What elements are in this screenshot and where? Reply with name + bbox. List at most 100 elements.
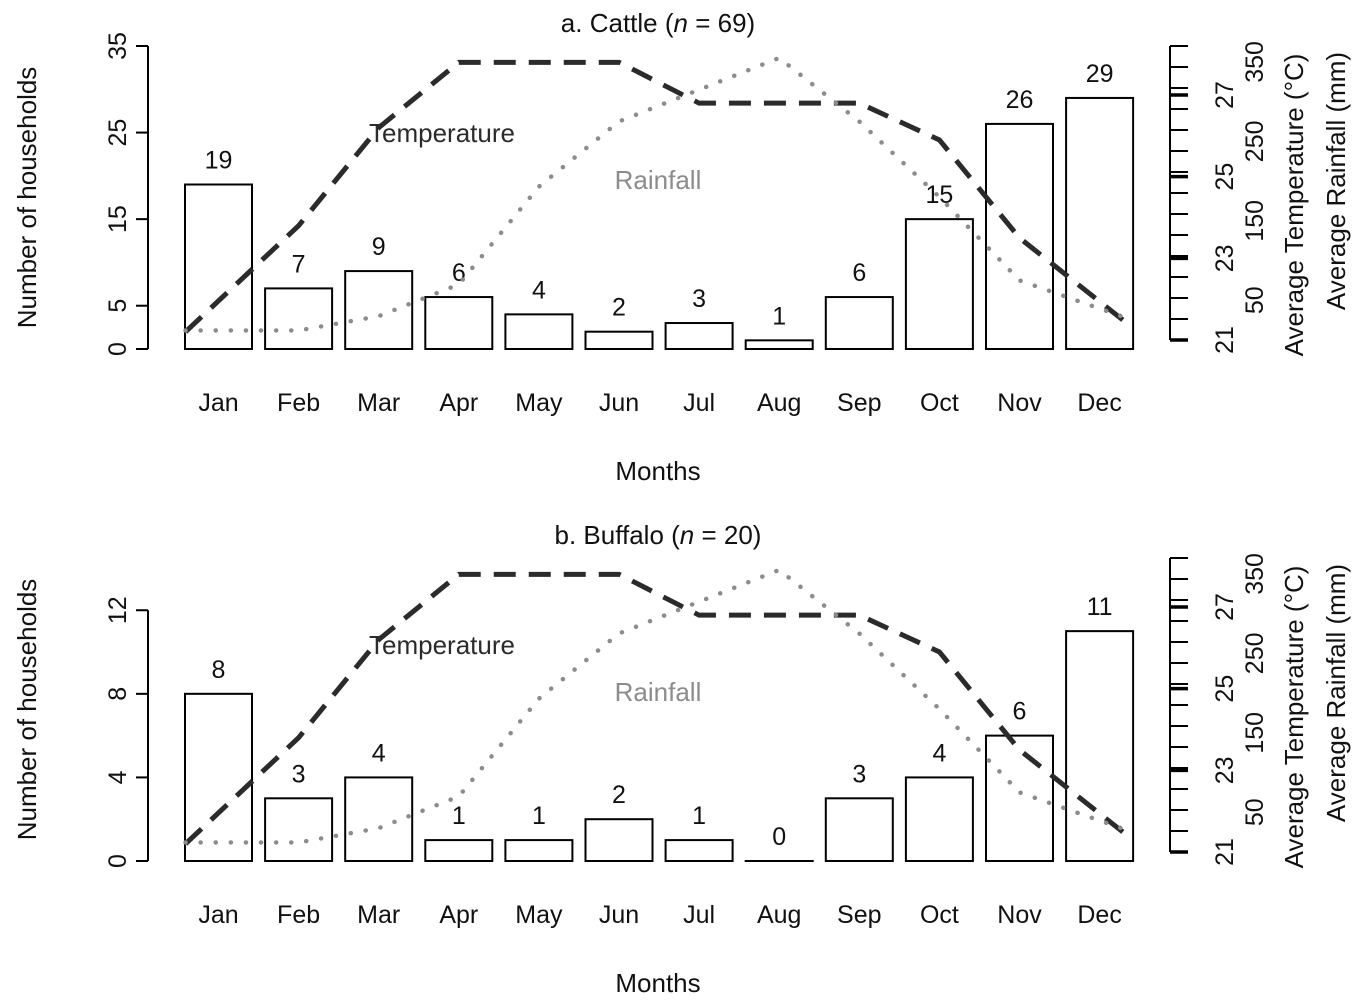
rain-tick-label: 250 — [1241, 120, 1269, 162]
bar-jun — [586, 332, 653, 349]
temperature-axis-label: Average Temperature (°C) — [1279, 566, 1309, 869]
x-tick-label: Mar — [357, 901, 400, 929]
temp-tick-label: 21 — [1211, 326, 1239, 354]
x-axis-label: Months — [615, 456, 700, 486]
x-tick-label: Jan — [198, 389, 238, 417]
x-tick-label: Feb — [277, 389, 320, 417]
x-tick-label: Aug — [757, 901, 801, 929]
temp-tick-label: 27 — [1211, 81, 1239, 109]
x-tick-label: Oct — [920, 901, 959, 929]
bar-data-label: 3 — [692, 285, 706, 313]
x-tick-label: May — [515, 389, 563, 417]
x-tick-label: Jun — [599, 389, 639, 417]
bar-data-label: 26 — [1006, 86, 1034, 114]
bar-data-label: 4 — [932, 739, 946, 767]
temp-tick-label: 27 — [1211, 593, 1239, 621]
bar-data-label: 9 — [372, 233, 386, 261]
temp-tick-label: 23 — [1211, 244, 1239, 272]
temp-tick-label: 25 — [1211, 675, 1239, 703]
bar-aug — [746, 340, 813, 349]
y-tick-label: 8 — [104, 687, 132, 701]
bar-data-label: 6 — [1013, 698, 1027, 726]
bar-apr — [425, 297, 492, 349]
y-tick-label: 0 — [104, 854, 132, 868]
bar-data-label: 19 — [205, 147, 233, 175]
bar-oct — [906, 219, 973, 349]
rain-tick-label: 50 — [1241, 798, 1269, 826]
bar-sep — [826, 297, 893, 349]
bar-sep — [826, 798, 893, 861]
bar-data-label: 1 — [772, 302, 786, 330]
rainfall-label: Rainfall — [615, 165, 702, 195]
bar-data-label: 6 — [452, 259, 466, 287]
rainfall-axis-label: Average Rainfall (mm) — [1321, 564, 1351, 822]
bar-jun — [586, 819, 653, 861]
temp-tick-label: 23 — [1211, 756, 1239, 784]
rain-tick-label: 350 — [1241, 553, 1269, 595]
bar-mar — [345, 271, 412, 349]
rainfall-label: Rainfall — [615, 677, 702, 707]
bar-data-label: 4 — [372, 739, 386, 767]
x-tick-label: Jul — [683, 389, 715, 417]
bar-data-label: 29 — [1086, 60, 1114, 88]
temperature-label: Temperature — [369, 118, 515, 148]
bar-nov — [986, 736, 1053, 861]
x-tick-label: Apr — [439, 901, 478, 929]
bar-jul — [666, 840, 733, 861]
x-tick-label: Sep — [837, 389, 881, 417]
y-tick-label: 35 — [104, 32, 132, 60]
rainfall-axis-label: Average Rainfall (mm) — [1321, 52, 1351, 310]
y-axis-label: Number of households — [12, 579, 42, 841]
bar-oct — [906, 777, 973, 861]
y-tick-label: 15 — [104, 205, 132, 233]
bar-data-label: 8 — [212, 656, 226, 684]
rain-tick-label: 50 — [1241, 286, 1269, 314]
x-tick-label: Jul — [683, 901, 715, 929]
temperature-axis-label: Average Temperature (°C) — [1279, 54, 1309, 357]
x-tick-label: Nov — [997, 901, 1042, 929]
bar-mar — [345, 777, 412, 861]
bar-jul — [666, 323, 733, 349]
x-tick-label: May — [515, 901, 563, 929]
bar-nov — [986, 124, 1053, 349]
x-tick-label: Nov — [997, 389, 1042, 417]
y-axis-label: Number of households — [12, 67, 42, 329]
bar-data-label: 2 — [612, 781, 626, 809]
temp-tick-label: 21 — [1211, 838, 1239, 866]
rain-tick-label: 350 — [1241, 41, 1269, 83]
x-tick-label: Jan — [198, 901, 238, 929]
bar-data-label: 2 — [612, 294, 626, 322]
x-tick-label: Dec — [1077, 901, 1121, 929]
bar-data-label: 11 — [1087, 593, 1113, 621]
bar-data-label: 3 — [292, 760, 306, 788]
x-tick-label: Mar — [357, 389, 400, 417]
bar-data-label: 1 — [532, 802, 546, 830]
bar-data-label: 7 — [292, 250, 306, 278]
rain-tick-label: 250 — [1241, 632, 1269, 674]
y-tick-label: 25 — [104, 119, 132, 147]
bar-dec — [1066, 98, 1133, 349]
rain-tick-label: 150 — [1241, 712, 1269, 754]
y-tick-label: 4 — [104, 770, 132, 784]
chart-title: b. Buffalo (n = 20) — [555, 520, 762, 550]
bar-data-label: 4 — [532, 276, 546, 304]
bar-feb — [265, 288, 332, 349]
x-tick-label: Dec — [1077, 389, 1121, 417]
bar-data-label: 1 — [452, 802, 466, 830]
bar-may — [505, 314, 572, 349]
bar-data-label: 6 — [852, 259, 866, 287]
x-tick-label: Oct — [920, 389, 959, 417]
bar-data-label: 0 — [772, 823, 786, 851]
x-tick-label: Jun — [599, 901, 639, 929]
temperature-label: Temperature — [369, 630, 515, 660]
rain-tick-label: 150 — [1241, 200, 1269, 242]
bar-dec — [1066, 631, 1133, 861]
bar-feb — [265, 798, 332, 861]
bar-data-label: 1 — [692, 802, 706, 830]
chart-title: a. Cattle (n = 69) — [561, 8, 755, 38]
x-axis-label: Months — [615, 968, 700, 995]
x-tick-label: Feb — [277, 901, 320, 929]
